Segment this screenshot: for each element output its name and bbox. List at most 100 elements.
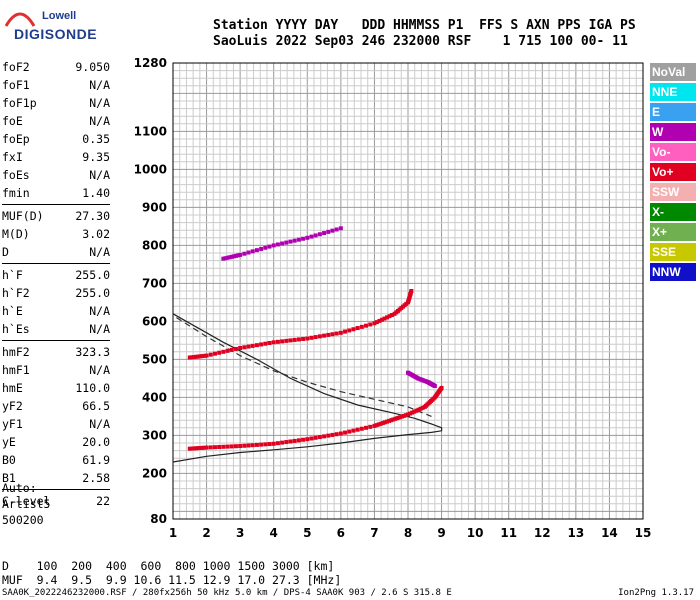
echo-point: [212, 445, 217, 450]
legend-item: SSE: [650, 243, 696, 261]
x-tick-label: 11: [500, 526, 517, 540]
echo-point: [317, 334, 322, 339]
echo-point: [406, 297, 411, 302]
echo-point: [292, 438, 297, 443]
echo-point: [432, 383, 437, 388]
param-value: N/A: [89, 363, 110, 377]
echo-point: [409, 372, 414, 377]
param-value: 61.9: [82, 453, 110, 467]
param-row: h`E N/A: [2, 302, 110, 320]
echo-point: [355, 326, 360, 331]
param-name: h`F2: [2, 286, 30, 300]
echo-point: [187, 446, 192, 451]
echo-point: [427, 381, 432, 386]
echo-point: [254, 442, 259, 447]
echo-point: [397, 307, 402, 312]
echo-point: [407, 294, 412, 299]
y-tick-label: 800: [142, 238, 167, 252]
echo-point: [425, 402, 430, 407]
param-row: M(D) 3.02: [2, 225, 110, 243]
param-value: N/A: [89, 168, 110, 182]
echo-point: [430, 397, 435, 402]
echo-point: [326, 433, 331, 438]
legend-item: E: [650, 103, 696, 121]
echo-point: [423, 379, 428, 384]
distance-row: D 100 200 400 600 800 1000 1500 3000 [km…: [2, 559, 335, 573]
echo-point: [275, 242, 280, 247]
legend-item: NNW: [650, 263, 696, 281]
echo-point: [408, 291, 413, 296]
echo-point: [395, 416, 400, 421]
echo-point: [409, 289, 414, 293]
x-tick-label: 14: [601, 526, 618, 540]
echo-point: [191, 355, 196, 360]
echo-point: [377, 318, 382, 323]
param-divider: [2, 489, 110, 490]
echo-point: [200, 445, 205, 450]
param-row: yF1 N/A: [2, 415, 110, 433]
echo-point: [246, 250, 251, 255]
echo-point: [437, 389, 442, 394]
echo-point: [372, 321, 377, 326]
echo-point: [437, 388, 442, 393]
param-name: M(D): [2, 227, 30, 241]
param-name: foE: [2, 114, 23, 128]
legend-item: SSW: [650, 183, 696, 201]
echo-point: [305, 336, 310, 341]
echo-point: [407, 371, 412, 376]
echo-point: [364, 425, 369, 430]
echo-point: [246, 344, 251, 349]
legend-item: Vo+: [650, 163, 696, 181]
echo-point: [194, 446, 199, 451]
echo-point: [233, 444, 238, 449]
echo-point: [426, 401, 431, 406]
echo-point: [406, 412, 410, 417]
x-tick-label: 15: [635, 526, 652, 540]
echo-point: [422, 404, 427, 409]
param-value: 0.35: [82, 132, 110, 146]
echo-point: [221, 444, 226, 449]
echo-point: [417, 376, 422, 381]
echo-point: [406, 300, 410, 305]
echo-point: [246, 443, 251, 448]
echo-point: [431, 396, 436, 401]
echo-point: [347, 328, 352, 333]
echo-point: [380, 421, 385, 426]
param-value: N/A: [89, 245, 110, 259]
x-tick-label: 10: [467, 526, 484, 540]
echo-point: [428, 381, 433, 386]
echo-point: [296, 337, 301, 342]
param-row: foF1 N/A: [2, 76, 110, 94]
echo-point: [263, 245, 268, 250]
echo-point: [236, 253, 241, 258]
echo-point: [412, 374, 417, 379]
x-tick-label: 7: [370, 526, 378, 540]
version-label: Ion2Png 1.3.17: [618, 588, 694, 598]
echo-point: [217, 350, 222, 355]
param-divider: [2, 340, 110, 341]
param-name: B1: [2, 471, 16, 485]
echo-point: [296, 438, 301, 443]
param-name: D: [2, 245, 9, 259]
param-value: 9.050: [75, 60, 110, 74]
echo-point: [418, 406, 423, 411]
echo-point: [374, 320, 379, 325]
echo-point: [301, 437, 306, 442]
y-tick-label: 900: [142, 200, 167, 214]
echo-point: [376, 422, 381, 427]
echo-point: [288, 439, 293, 444]
echo-point: [434, 393, 439, 398]
y-tick-label: 400: [142, 390, 167, 404]
echo-point: [414, 408, 419, 413]
digisonde-logo: Lowell DIGISONDE: [4, 6, 97, 46]
echo-point: [368, 424, 373, 429]
echo-point: [387, 314, 392, 319]
echo-point: [212, 351, 217, 356]
echo-point: [242, 251, 247, 256]
echo-point: [259, 442, 264, 447]
param-value: 66.5: [82, 399, 110, 413]
echo-point: [204, 353, 209, 358]
param-row: h`Es N/A: [2, 320, 110, 338]
x-tick-label: 9: [437, 526, 445, 540]
echo-point: [322, 333, 327, 338]
